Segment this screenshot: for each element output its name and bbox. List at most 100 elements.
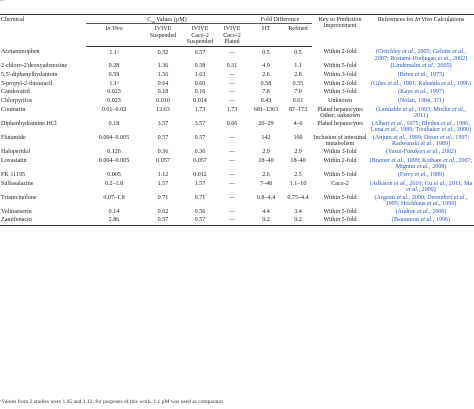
ht-fold-value: 4.4 [262, 208, 270, 215]
table-row: Diphenhydramine HCl 0.18 3.57 3.57 0.66 20–29… [0, 120, 474, 134]
key-text: Within 5-fold [312, 216, 369, 226]
chemical-name: 5,5'-diphenylhydantoin [1, 71, 58, 78]
ivive-suspended-value: 3.57 [157, 121, 169, 128]
chemical-name: Diphenhydramine HCl [1, 121, 57, 128]
key-text: Within 3-fold [323, 89, 357, 96]
table-row: Volinanserin 0.14 0.62 0.56 — 4.4 3.4 Within 5-… [0, 207, 474, 216]
ht-fold-value: 2.9 [262, 149, 270, 156]
chemical-name: 5-propyl-2-thiouracil [1, 80, 53, 87]
ht-fold-value: 7–48 [259, 180, 273, 187]
table-row: Acetaminophen 1.1ᵃ 0.52 0.57 — 0.5 0.5 Within 2… [0, 46, 474, 62]
caco2-plated-value: 0.31 [226, 63, 238, 70]
chemical-name: Triamcinolone [1, 194, 37, 201]
caco2-suspended-value: 0.012 [193, 171, 207, 178]
in-vivo-value: 0.59 [108, 71, 120, 78]
references-text[interactable]: (Lindemalm et al., 2005) [390, 63, 452, 70]
refined-fold-value: 7.0 [294, 89, 302, 96]
in-vivo-value: 2.86 [86, 216, 142, 226]
references-text[interactable]: (Yasui-Furukori et al., 2002) [386, 149, 456, 156]
ivive-suspended-value: 0.57 [142, 216, 184, 226]
ivive-suspended-value: 0.010 [156, 98, 170, 105]
in-vivo-value: 0.023 [107, 89, 121, 96]
references-text[interactable]: (Albert et al., 1975; Blyden et al., 198… [370, 121, 472, 134]
refined-fold-value: 0.2 [284, 216, 313, 226]
caco2-suspended-value: 1.63 [194, 71, 206, 78]
table-row: Haloperidol 0.126 0.36 0.36 — 2.9 2.9 Within 3-… [0, 148, 474, 157]
ivive-suspended-value: 13.63 [156, 107, 170, 114]
references-text[interactable]: (Beaumont et al., 1996) [368, 216, 474, 226]
refined-fold-value: 2.5 [294, 171, 302, 178]
references-text[interactable]: (Argenti et al., 2000; Derendorf et al.,… [374, 194, 468, 207]
header-key: Key to Prediction Improvement [312, 14, 369, 47]
in-vivo-value: 0.14 [108, 208, 120, 215]
refined-fold-value: 87–173 [288, 107, 308, 114]
ht-fold-value: 20–29 [258, 121, 274, 128]
references-text[interactable]: (Brien et al., 1975) [397, 71, 445, 78]
chemical-name: Coumarin [1, 107, 26, 114]
references-text[interactable]: (Nolan, 1984, 371) [397, 98, 445, 105]
ivive-suspended-value: 0.18 [157, 89, 169, 96]
caco2-plated-value: — [228, 180, 236, 187]
caco2-plated-value: — [216, 216, 248, 226]
key-text: Plated hepatocytes Other; unknown [317, 107, 363, 120]
key-text: Within 2-fold [323, 157, 357, 164]
table-row: 2-chloro-2'deoxyadenosine 0.28 1.36 0.58 0.3… [0, 62, 474, 71]
caco2-plated-value: — [228, 71, 236, 78]
chemical-name: Lovastatin [1, 157, 27, 164]
ivive-suspended-value: 0.62 [157, 208, 169, 215]
key-text: Within 3-fold [323, 71, 357, 78]
caco2-suspended-value: 0.58 [194, 63, 206, 70]
references-text[interactable]: (Critchley et al., 2005; Gelotte et al.,… [374, 49, 468, 62]
key-text: Plated hepatocytes [317, 121, 363, 128]
key-text: Within 2-fold [323, 49, 357, 56]
caco2-plated-value: 1.73 [226, 107, 238, 114]
header-fold-group: Fold Difference [248, 13, 313, 25]
in-vivo-value: 0.023 [107, 98, 121, 105]
chemical-name: Volinanserin [1, 208, 32, 215]
table-row: Lovastatin 0.004–0.005 0.057 0.057 — 18–40 18–… [0, 157, 474, 171]
key-text: Within 2-fold [323, 80, 357, 87]
ht-fold-value: 0.58 [260, 80, 272, 87]
ivive-suspended-value: 0.057 [156, 157, 170, 164]
table-row: 5-propyl-2-thiouracil 1.1ᵃ 0.64 0.60 — 0.58 0.… [0, 80, 474, 89]
ht-fold-value: 0.8–4.4 [256, 194, 276, 201]
header-refined: Refined [284, 23, 313, 47]
ivive-suspended-value: 1.36 [157, 63, 169, 70]
header-references: References for In Vivo Calculations [368, 14, 474, 47]
caco2-plated-value: — [228, 194, 236, 201]
table-row: Zamifenacin 2.86 0.57 0.57—0.2 0.2 Within 5-f… [0, 216, 474, 226]
ht-fold-value: 142 [261, 135, 271, 142]
chemical-name: FK 11195 [1, 171, 26, 178]
references-text[interactable]: (Anjum et al., 1999; Doser et al., 1997;… [372, 135, 470, 148]
refined-fold-value: 2.9 [294, 149, 302, 156]
key-text: Within 5-fold [323, 194, 357, 201]
caco2-plated-value: — [228, 49, 236, 56]
references-text[interactable]: (Giles et al., 1981; Kabanda et al., 199… [371, 80, 471, 87]
references-text[interactable]: (Kaye et al., 1997) [398, 89, 444, 96]
chemical-name: Haloperidol [1, 149, 31, 156]
refined-fold-value: 1.1 [294, 63, 302, 70]
chemical-name: 2-chloro-2'deoxyadenosine [1, 63, 68, 70]
references-text[interactable]: (Bramer et al., 1999; Kothare et al., 20… [369, 157, 473, 171]
table-row: Sulfasalazine 0.2–1.8 1.57 1.57 — 7–48 1.1–10 C… [0, 179, 474, 193]
caco2-suspended-value: 0.60 [194, 80, 206, 87]
references-text[interactable]: (Andree et al., 2000) [395, 208, 447, 215]
caco2-plated-value: 0.66 [226, 121, 238, 128]
refined-fold-value: 0.55 [292, 80, 304, 87]
header-ivive-suspended: IVIVE Suspended [142, 23, 184, 47]
key-text: Within 5-fold [323, 208, 357, 215]
ivive-suspended-value: 1.12 [157, 171, 169, 178]
refined-fold-value: 18–40 [290, 157, 306, 164]
key-text: Unknown [327, 98, 353, 105]
ht-fold-value: 2.6 [262, 171, 270, 178]
table-row: Triamcinolone 0.07–1.8 0.71 0.71 — 0.8–4.4 0.7… [0, 193, 474, 207]
key-text: Inclusion of intestinal metabolism [313, 135, 367, 148]
table-row: Flutamide 0.004–0.005 0.57 0.57 — 142 160 Inclu… [0, 134, 474, 148]
references-text[interactable]: (Ferry et al., 1989) [397, 171, 445, 178]
references-text[interactable]: (Adkison et al., 2010; Gu et al., 2011; … [369, 180, 473, 193]
header-chemical: Chemical [0, 14, 86, 47]
refined-fold-value: 3.4 [294, 208, 302, 215]
caco2-plated-value: — [228, 135, 236, 142]
in-vivo-value: 0.01–0.02 [101, 107, 127, 114]
references-text[interactable]: (Lamiable et al., 1993; Mielke et al., 2… [376, 107, 466, 120]
